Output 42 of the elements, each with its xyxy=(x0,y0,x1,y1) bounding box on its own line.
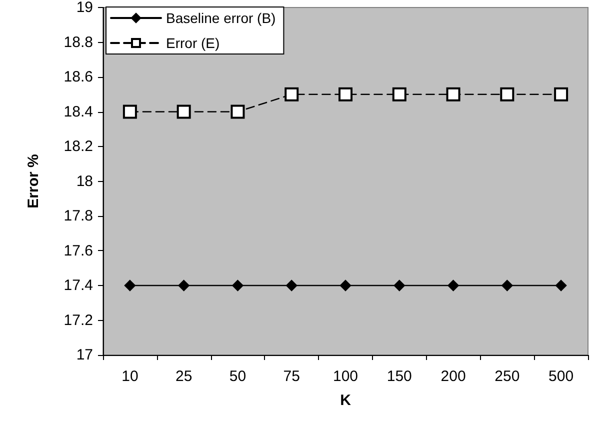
point xyxy=(176,104,191,119)
point xyxy=(394,280,405,292)
point xyxy=(178,280,190,292)
x-axis-title: K xyxy=(340,392,352,409)
y-tick-label: 18 xyxy=(76,172,93,190)
y-tick-label: 17 xyxy=(76,346,93,364)
legend-label: Baseline error (B) xyxy=(166,10,276,26)
point xyxy=(232,280,244,292)
point xyxy=(124,280,136,292)
point xyxy=(555,280,567,292)
x-tick-label: 25 xyxy=(175,368,192,385)
point xyxy=(502,280,513,292)
x-tick-label: 500 xyxy=(548,368,574,385)
point xyxy=(284,87,299,102)
point xyxy=(500,87,514,102)
x-tick-label: 200 xyxy=(440,368,466,385)
y-tick-label: 18.6 xyxy=(64,68,93,86)
y-tick-label: 17.6 xyxy=(64,242,93,260)
point xyxy=(392,87,406,102)
point xyxy=(338,87,352,102)
y-tick-label: 18.8 xyxy=(64,34,93,51)
point xyxy=(448,280,459,292)
x-tick-label: 250 xyxy=(494,368,520,385)
point xyxy=(122,104,137,119)
y-tick-label: 17.8 xyxy=(64,208,93,224)
point xyxy=(340,280,352,292)
x-tick-label: 75 xyxy=(283,368,300,385)
legend-label: Error (E) xyxy=(166,35,220,51)
y-tick-label: 17.2 xyxy=(64,312,93,329)
y-axis-title: Error % xyxy=(25,154,42,208)
y-tick-label: 18.2 xyxy=(64,138,93,155)
x-tick-label: 100 xyxy=(332,368,358,385)
point xyxy=(286,280,298,292)
point xyxy=(554,87,568,102)
y-tick-label: 18.4 xyxy=(64,103,93,120)
point xyxy=(230,104,245,119)
y-tick-label: 17.4 xyxy=(64,277,93,294)
y-tick-label: 19 xyxy=(76,0,93,16)
x-tick-label: 50 xyxy=(229,368,246,385)
x-tick-label: 150 xyxy=(386,368,412,385)
x-tick-label: 10 xyxy=(122,368,138,385)
point xyxy=(446,87,460,102)
